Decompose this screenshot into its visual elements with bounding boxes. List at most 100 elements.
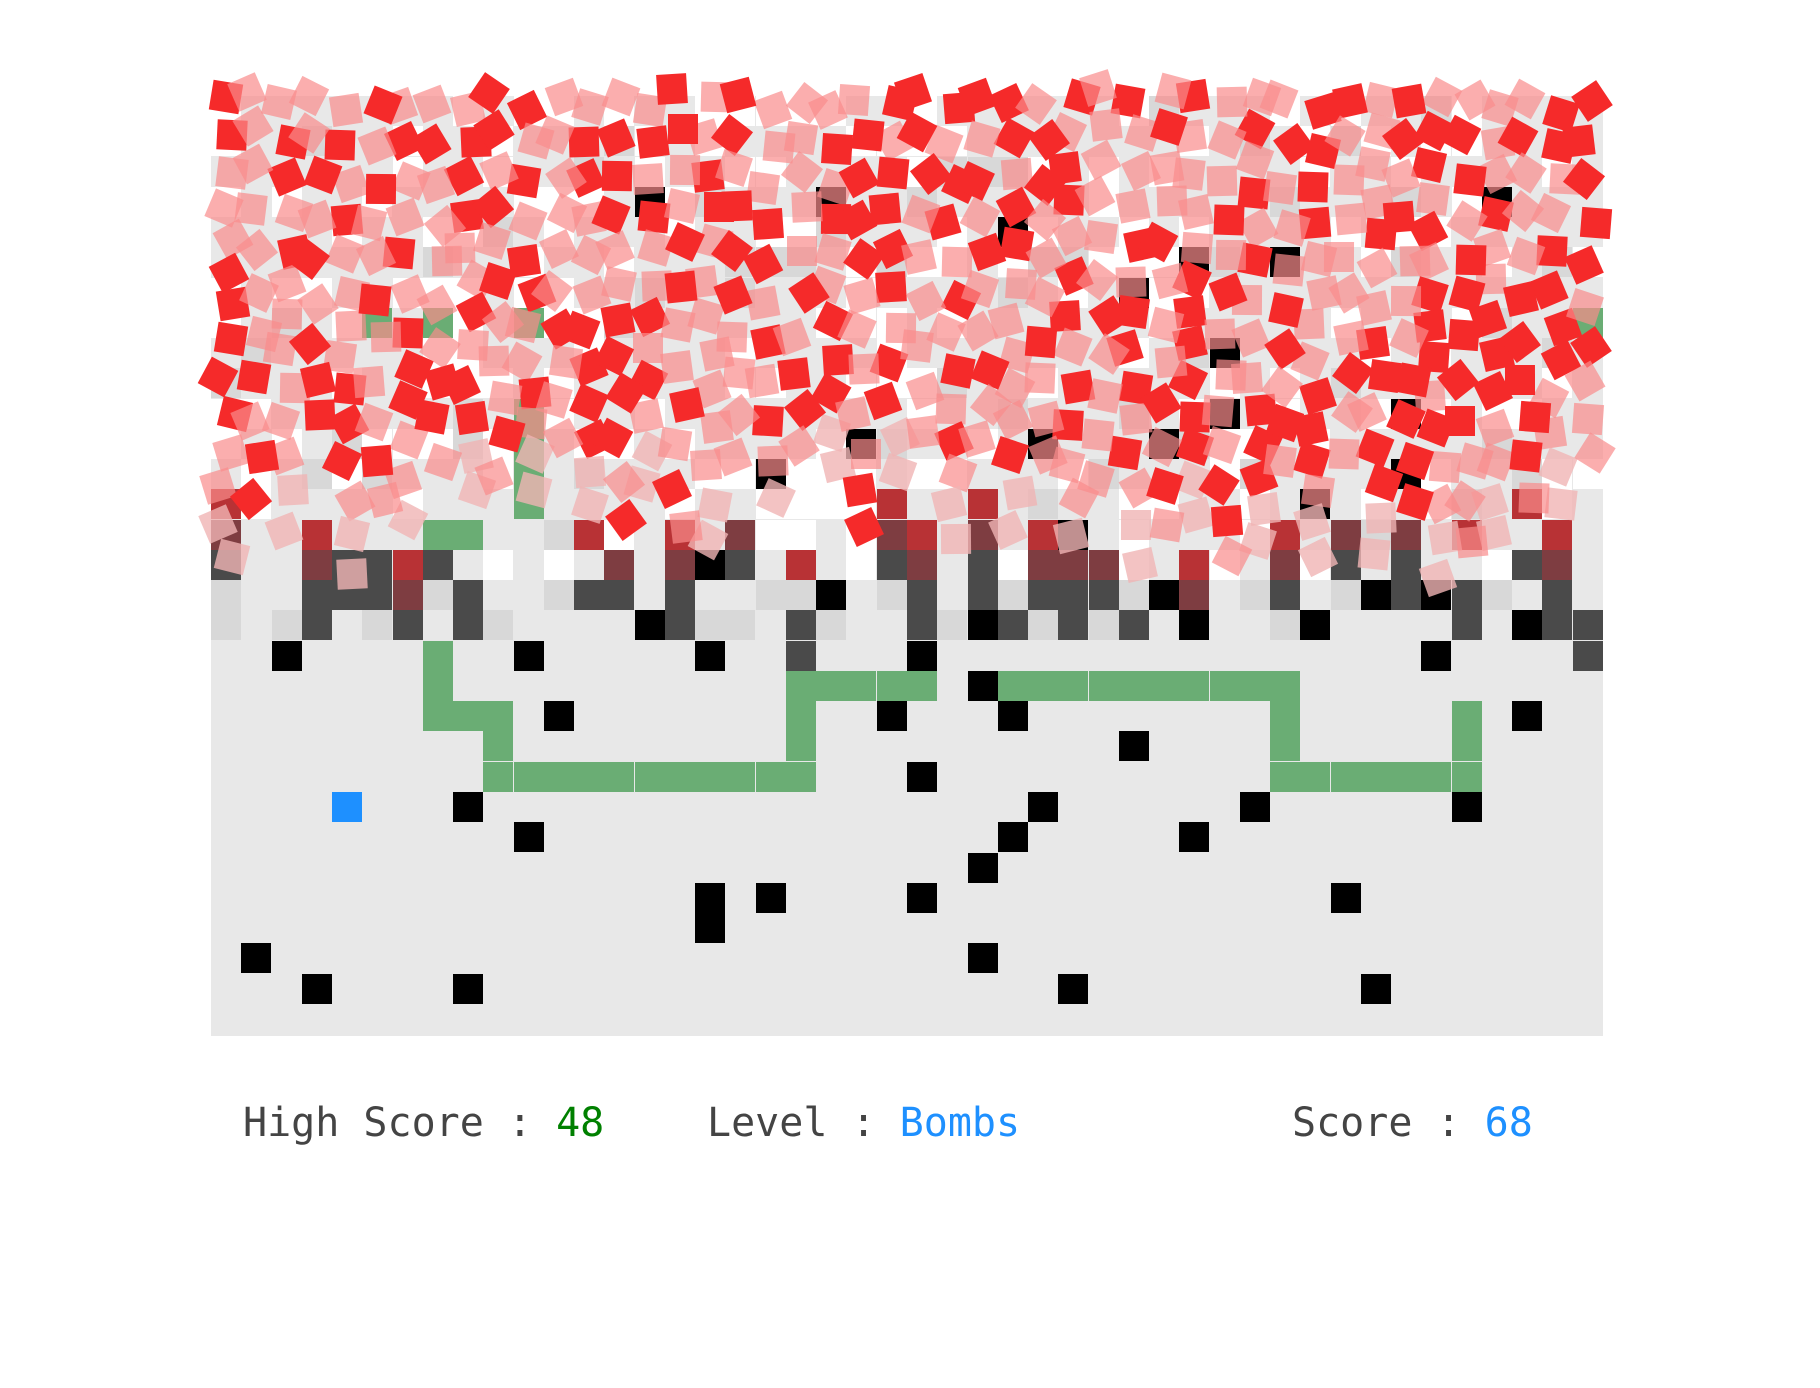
snake-segment xyxy=(664,761,695,792)
falling-block xyxy=(668,113,699,144)
falling-block xyxy=(783,120,818,156)
snake-segment xyxy=(1391,761,1422,792)
snake-segment xyxy=(1149,670,1180,701)
falling-block xyxy=(1155,345,1188,379)
snake-segment xyxy=(483,701,514,732)
falling-block xyxy=(1053,327,1093,367)
falling-block xyxy=(900,329,934,363)
bomb xyxy=(1179,610,1210,641)
bomb xyxy=(513,640,544,671)
falling-block xyxy=(1201,395,1235,428)
falling-block xyxy=(1107,436,1143,471)
faded-tile xyxy=(1270,610,1301,641)
stain-tile xyxy=(422,549,453,580)
stain-tile xyxy=(664,610,695,641)
stain-tile xyxy=(1451,610,1482,641)
stain-tile xyxy=(1270,549,1301,580)
bomb xyxy=(1330,882,1361,913)
falling-block xyxy=(1365,502,1397,534)
falling-block xyxy=(1216,86,1247,117)
bomb xyxy=(1360,973,1391,1004)
level-label: Level : xyxy=(707,1100,900,1146)
falling-block xyxy=(850,439,881,470)
bomb xyxy=(513,822,544,853)
snake-segment xyxy=(785,670,816,701)
stain-tile xyxy=(301,610,332,641)
falling-block xyxy=(1246,492,1281,527)
falling-block xyxy=(1272,253,1306,287)
falling-block xyxy=(600,302,636,338)
falling-block xyxy=(838,83,871,116)
falling-block xyxy=(847,353,880,385)
falling-block xyxy=(1149,150,1185,186)
stain-tile xyxy=(1088,549,1119,580)
faded-tile xyxy=(1028,610,1059,641)
faded-tile xyxy=(816,610,847,641)
snake-segment xyxy=(513,761,544,792)
falling-block xyxy=(1213,204,1245,236)
bomb xyxy=(1118,731,1149,762)
snake-segment xyxy=(1270,761,1301,792)
faded-tile xyxy=(725,610,756,641)
falling-block xyxy=(1215,239,1247,271)
faded-tile xyxy=(997,549,1028,580)
falling-block xyxy=(352,365,385,398)
faded-tile xyxy=(543,519,574,550)
falling-block xyxy=(1328,438,1359,470)
falling-block xyxy=(1355,429,1395,468)
falling-block xyxy=(1268,292,1304,328)
snake-segment xyxy=(755,761,786,792)
falling-block xyxy=(1518,482,1550,514)
snake-segment xyxy=(1028,670,1059,701)
falling-block xyxy=(1262,444,1297,478)
falling-block xyxy=(569,383,609,423)
bomb xyxy=(1451,791,1482,822)
bomb xyxy=(1512,701,1543,732)
falling-block xyxy=(697,487,733,523)
falling-block xyxy=(940,353,976,389)
high-score-label: High Score : xyxy=(243,1100,557,1146)
snake-segment xyxy=(1179,670,1210,701)
snake-segment xyxy=(422,670,453,701)
bomb xyxy=(453,791,484,822)
falling-block xyxy=(963,120,1002,158)
stain-tile xyxy=(664,580,695,611)
bomb xyxy=(271,640,302,671)
snake-segment xyxy=(1300,761,1331,792)
falling-block xyxy=(412,84,452,124)
falling-block xyxy=(336,558,368,590)
bomb xyxy=(967,610,998,641)
snake-segment xyxy=(453,701,484,732)
bomb xyxy=(1028,791,1059,822)
stain-tile xyxy=(1028,580,1059,611)
falling-block xyxy=(874,271,907,304)
snake-segment xyxy=(1088,670,1119,701)
falling-block xyxy=(213,322,248,357)
snake-segment xyxy=(1270,731,1301,762)
stain-tile xyxy=(392,549,423,580)
falling-block xyxy=(1120,510,1151,541)
stain-tile xyxy=(1542,610,1573,641)
faded-tile xyxy=(785,519,816,550)
stain-tile xyxy=(301,549,332,580)
stain-tile xyxy=(785,549,816,580)
snake-segment xyxy=(876,670,907,701)
faded-tile xyxy=(846,549,877,580)
falling-block xyxy=(1391,83,1426,119)
falling-block xyxy=(1444,406,1475,437)
falling-block xyxy=(1453,163,1487,198)
falling-block xyxy=(669,510,703,544)
game-board[interactable] xyxy=(198,68,1617,1036)
snake-segment xyxy=(453,519,484,550)
stain-tile xyxy=(1391,549,1422,580)
level-value: Bombs xyxy=(899,1100,1021,1146)
falling-block xyxy=(1448,319,1481,352)
stain-tile xyxy=(725,549,756,580)
falling-block xyxy=(335,310,367,342)
bomb xyxy=(816,580,847,611)
faded-tile xyxy=(785,580,816,611)
bomb xyxy=(301,973,332,1004)
snake-segment xyxy=(1330,761,1361,792)
falling-block xyxy=(1002,476,1037,511)
stain-tile xyxy=(906,549,937,580)
